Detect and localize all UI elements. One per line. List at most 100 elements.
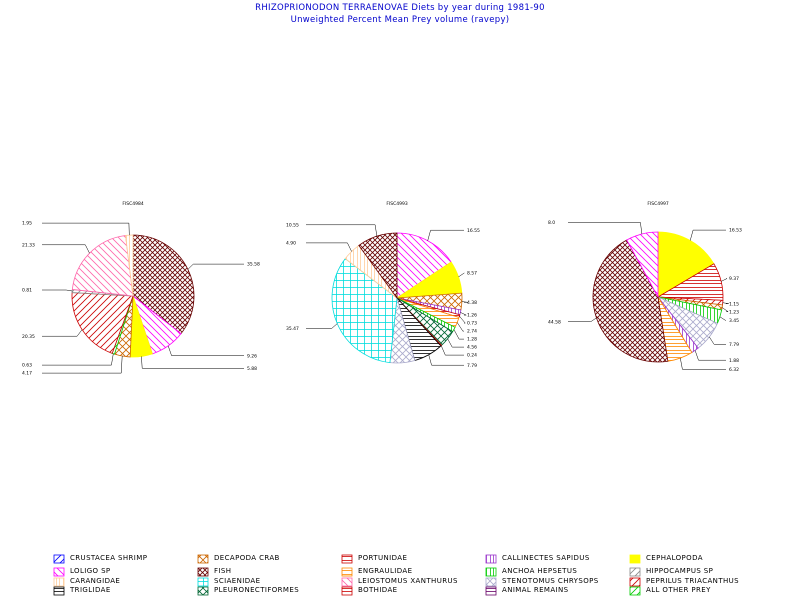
- legend-swatch: [197, 554, 209, 564]
- pie-title: FISC4993: [386, 201, 408, 207]
- pie-slice: [657, 231, 715, 298]
- legend-swatch: [341, 577, 353, 587]
- leader-line: [42, 244, 90, 254]
- leader-line: [428, 354, 464, 366]
- legend-swatch: [629, 567, 641, 577]
- pie-slice: [592, 239, 669, 363]
- legend-swatch: [485, 577, 497, 587]
- legend-label: PORTUNIDAE: [358, 554, 408, 562]
- legend-label: STENOTOMUS CHRYSOPS: [502, 577, 599, 585]
- data-label: 5.88: [247, 366, 257, 372]
- leader-line: [167, 345, 244, 356]
- legend-label: ENGRAULIDAE: [358, 567, 413, 575]
- leader-line: [42, 353, 114, 366]
- leader-line: [306, 323, 338, 329]
- legend-label: LEIOSTOMUS XANTHURUS: [358, 577, 458, 585]
- leader-line: [42, 329, 83, 337]
- leader-line: [568, 317, 597, 322]
- data-label: 1.26: [467, 313, 477, 319]
- leader-line: [42, 355, 123, 374]
- legend-swatch: [485, 586, 497, 596]
- pie-slice: [358, 232, 398, 300]
- legend-label: ALL OTHER PREY: [646, 586, 711, 594]
- data-label: 35.47: [286, 326, 299, 332]
- leader-line: [568, 222, 643, 235]
- leader-line: [689, 229, 726, 241]
- data-label: 0.24: [467, 353, 477, 359]
- legend-label: FISH: [214, 567, 232, 575]
- data-label: 7.79: [729, 342, 739, 348]
- legend-swatch: [197, 586, 209, 596]
- leader-line: [680, 358, 726, 370]
- leader-line: [42, 222, 130, 236]
- legend-swatch: [629, 554, 641, 564]
- legend-swatch: [341, 586, 353, 596]
- leader-line: [694, 350, 726, 361]
- leader-line: [427, 229, 464, 241]
- legend-label: CEPHALOPODA: [646, 554, 703, 562]
- legend-label: CALLINECTES SAPIDUS: [502, 554, 590, 562]
- pie-slice: [125, 234, 134, 297]
- leader-line: [721, 307, 729, 312]
- data-label: 44.58: [548, 319, 561, 325]
- data-label: 1.23: [729, 309, 739, 315]
- data-label: 35.58: [247, 262, 260, 268]
- leader-line: [461, 301, 468, 303]
- data-label: 7.79: [467, 363, 477, 369]
- legend-label: CARANGIDAE: [70, 577, 121, 585]
- pie-chart-2: FISC4993 16.55 8.57 4.38 1.26 0.73 2.74 1.28 4.5…: [286, 201, 480, 369]
- leader-line: [720, 278, 728, 282]
- legend-label: LOLIGO SP: [70, 567, 111, 575]
- leader-line: [453, 329, 464, 340]
- data-label: 4.17: [22, 371, 32, 377]
- data-label: 8.0: [548, 220, 555, 226]
- data-label: 1.28: [467, 337, 477, 343]
- pie-title: FISC4997: [647, 201, 669, 207]
- legend-swatch: [485, 567, 497, 577]
- pie-slice: [71, 235, 134, 297]
- leader-line: [719, 316, 726, 321]
- pie-slice: [396, 232, 452, 299]
- data-label: 10.55: [286, 222, 299, 228]
- legend-swatch: [53, 586, 65, 596]
- data-label: 3.45: [729, 318, 739, 324]
- legend-label: PEPRILUS TRIACANTHUS: [646, 577, 740, 585]
- legend-label: DECAPODA CRAB: [214, 554, 280, 562]
- data-label: 0.63: [22, 363, 32, 369]
- legend-swatch: [197, 577, 209, 587]
- data-label: 4.56: [467, 345, 477, 351]
- legend-swatch: [485, 554, 497, 564]
- pie-chart-1: FISC4984 35.58 9.26 5.88 1.95 21.33 0.81 20.35 0…: [22, 201, 260, 377]
- legend-label: TRIGLIDAE: [70, 586, 111, 594]
- leader-line: [456, 322, 464, 332]
- data-label: 20.35: [22, 334, 35, 340]
- leader-line: [458, 272, 466, 278]
- data-label: 6.32: [729, 367, 739, 373]
- chart-subtitle: Unweighted Percent Mean Prey volume (rav…: [290, 15, 510, 25]
- leader-line: [306, 242, 352, 252]
- legend-swatch: [53, 567, 65, 577]
- legend-swatch: [341, 567, 353, 577]
- leader-line: [141, 356, 244, 369]
- data-label: 1.15: [729, 301, 739, 307]
- data-label: 2.74: [467, 329, 477, 335]
- legend-label: ANIMAL REMAINS: [502, 586, 569, 594]
- data-label: 4.38: [467, 300, 477, 306]
- leader-line: [460, 312, 467, 316]
- data-label: 0.81: [22, 288, 32, 294]
- data-label: 0.73: [467, 321, 477, 327]
- leader-line: [447, 338, 464, 348]
- leader-line: [187, 263, 244, 270]
- legend-label: PLEURONECTIFORMES: [214, 586, 300, 594]
- leader-line: [459, 315, 466, 324]
- data-label: 9.37: [729, 276, 739, 282]
- legend-label: HIPPOCAMPUS SP: [646, 567, 714, 575]
- leader-line: [306, 224, 378, 237]
- legend-label: BOTHIDAE: [358, 586, 398, 594]
- pie-chart-3: FISC4997 16.53 9.37 1.15 1.23 3.45 7.79 1.88 6.3…: [548, 201, 742, 373]
- chart-title: RHIZOPRIONODON TERRAENOVAE Diets by year…: [255, 3, 545, 13]
- legend-swatch: [53, 554, 65, 564]
- pie-slice: [132, 234, 195, 335]
- legend-swatch: [341, 554, 353, 564]
